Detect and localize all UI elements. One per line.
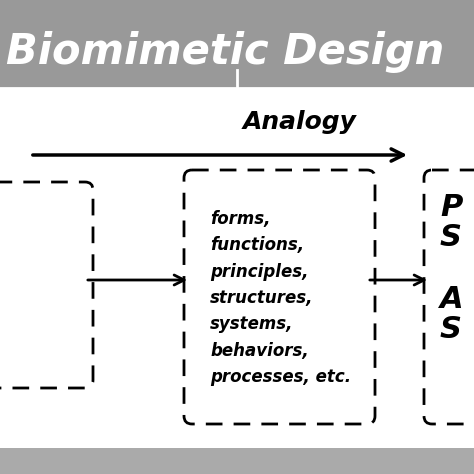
Text: P: P <box>440 192 462 221</box>
Bar <box>0 448 474 474</box>
Text: S: S <box>440 222 462 252</box>
Text: Analogy: Analogy <box>243 110 357 134</box>
FancyBboxPatch shape <box>424 170 474 424</box>
FancyBboxPatch shape <box>0 182 93 388</box>
Bar <box>0 0 474 88</box>
FancyBboxPatch shape <box>184 170 375 424</box>
Text: Biomimetic Design: Biomimetic Design <box>6 31 444 73</box>
Text: A: A <box>440 285 464 315</box>
Text: forms,
functions,
principles,
structures,
systems,
behaviors,
processes, etc.: forms, functions, principles, structures… <box>210 210 351 386</box>
Text: S: S <box>440 316 462 345</box>
